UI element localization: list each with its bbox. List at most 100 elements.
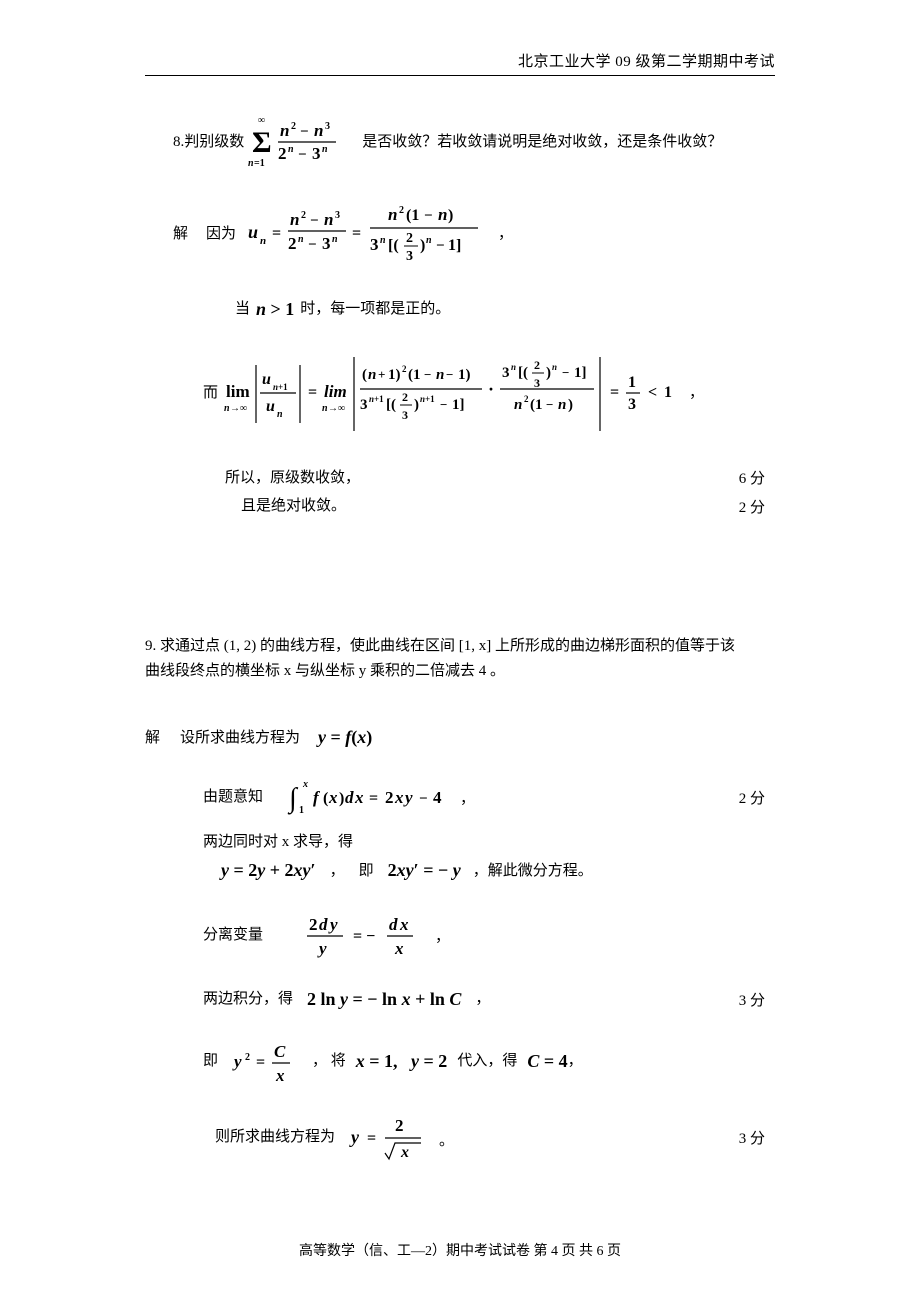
svg-text:−: − — [424, 367, 431, 382]
svg-text:2: 2 — [399, 205, 404, 216]
p8-and: 而 — [203, 382, 218, 405]
svg-text:−: − — [298, 147, 307, 163]
p8-conv1: 所以，原级数收敛， — [225, 467, 360, 490]
p9-score1: 2 分 — [739, 787, 775, 808]
p8-when-suffix: 时，每一项都是正的。 — [300, 298, 450, 321]
svg-text:n: n — [558, 397, 566, 413]
svg-text:n: n — [514, 397, 522, 413]
p9-sub-e2: x = 1, y = 2 — [356, 1051, 448, 1072]
svg-text:=: = — [272, 225, 281, 242]
svg-text:u: u — [262, 371, 271, 388]
svg-text:1): 1) — [388, 367, 401, 383]
p9-num: 9. — [145, 638, 156, 654]
exam-page: 北京工业大学 09 级第二学期期中考试 8. 判别级数 Σ ∞ n =1 n 2… — [0, 0, 920, 1302]
svg-text:→∞: →∞ — [328, 403, 345, 414]
p9-ji2: 即 — [203, 1050, 218, 1073]
p9-score2: 3 分 — [739, 989, 775, 1010]
p8-because: 因为 — [206, 223, 236, 246]
svg-text:(1: (1 — [408, 367, 421, 383]
svg-text:x: x — [354, 788, 364, 807]
svg-text:3: 3 — [325, 121, 330, 132]
p9-integral: ∫ x 1 f (x) dx = 2xy − 4 ， — [285, 777, 515, 817]
svg-text:2: 2 — [278, 144, 287, 163]
svg-text:，: ， — [689, 385, 704, 401]
svg-text:=: = — [352, 225, 361, 242]
p9-diff-e1: y = 2y + 2xy′ — [221, 860, 316, 881]
p8-conclusion1: 所以，原级数收敛， 6 分 — [145, 467, 775, 490]
page-footer: 高等数学（信、工—2）期中考试试卷 第 4 页 共 6 页 — [0, 1240, 920, 1260]
p8-conclusion2: 且是绝对收敛。 2 分 — [145, 495, 775, 518]
p9-given: 由题意知 ∫ x 1 f (x) dx = 2xy − 4 ， 2 分 — [145, 777, 775, 817]
svg-text:2: 2 — [385, 788, 394, 807]
svg-text:n: n — [298, 234, 304, 245]
p8-conv2: 且是绝对收敛。 — [241, 495, 346, 518]
p8-ratio-expr: lim n→∞ un+1 un = lim n→∞ (n +1) 2 (1− n… — [224, 349, 775, 439]
svg-text:x: x — [394, 788, 404, 807]
svg-text:y: y — [328, 915, 338, 934]
svg-text:→∞: →∞ — [230, 403, 247, 414]
svg-text:y: y — [403, 788, 413, 807]
svg-text:n: n — [552, 362, 557, 372]
svg-text:−: − — [436, 238, 445, 254]
svg-text:2: 2 — [402, 364, 407, 374]
p9-assume: 解 设所求曲线方程为 y = f(x) — [145, 727, 775, 750]
svg-text:=: = — [367, 1130, 376, 1147]
p9-diff-label: 两边同时对 x 求导，得 — [145, 831, 775, 854]
svg-text:d: d — [389, 915, 398, 934]
svg-text:∫: ∫ — [287, 783, 299, 815]
p9-diff-expr: y = 2y + 2xy′ ， 即 2xy′ = − y ，解此微分方程。 — [145, 860, 775, 883]
svg-text:−: − — [419, 791, 428, 807]
svg-text:(: ( — [362, 367, 367, 383]
p8-score2: 2 分 — [739, 496, 775, 517]
p8-when-expr: n > 1 — [256, 299, 294, 320]
svg-text:+: + — [378, 367, 385, 382]
svg-text:3: 3 — [322, 234, 331, 253]
svg-text:n: n — [438, 205, 447, 224]
svg-text:): ) — [339, 790, 344, 807]
svg-text:2: 2 — [245, 1052, 250, 1063]
p9-final-label: 则所求曲线方程为 — [215, 1126, 335, 1149]
p9-ji1: 即 — [359, 860, 374, 883]
svg-text:1): 1) — [458, 367, 471, 383]
p8-question: 8. 判别级数 Σ ∞ n =1 n 2 − n 3 2 n − 3 n 是否收… — [145, 114, 775, 170]
svg-text:3: 3 — [628, 396, 636, 413]
p8-q-before: 判别级数 — [184, 131, 244, 154]
p9-given-label: 由题意知 — [203, 786, 263, 809]
svg-text:n: n — [324, 210, 333, 229]
svg-text:(1: (1 — [406, 207, 419, 224]
svg-text:1]: 1] — [574, 365, 587, 381]
svg-text:d: d — [345, 788, 354, 807]
p9-sub-t1: ， 将 — [312, 1050, 346, 1073]
svg-text:2: 2 — [309, 915, 318, 934]
svg-text:): ) — [568, 397, 573, 413]
svg-text:2: 2 — [395, 1116, 404, 1135]
p9-diff-txt: 两边同时对 x 求导，得 — [203, 831, 353, 854]
svg-text:= −: = − — [353, 928, 375, 945]
svg-text:d: d — [319, 915, 328, 934]
p9-q2: 曲线段终点的横坐标 x 与纵坐标 y 乘积的二倍减去 4 。 — [145, 663, 505, 679]
svg-text:4: 4 — [433, 788, 442, 807]
svg-text:∞: ∞ — [258, 115, 265, 126]
svg-text:2: 2 — [288, 234, 297, 253]
svg-text:2: 2 — [301, 210, 306, 221]
svg-text:−: − — [546, 397, 553, 412]
svg-text:−: − — [300, 124, 309, 140]
svg-text:1: 1 — [628, 374, 636, 391]
svg-text:[(: [( — [388, 237, 399, 254]
p9-sub-e3: C = 4 — [527, 1051, 567, 1072]
p9-sep-expr: 2dy y = − dx x ， — [303, 910, 483, 960]
svg-text:2: 2 — [524, 394, 529, 404]
svg-text:，: ， — [460, 791, 475, 807]
svg-text:y: y — [317, 939, 327, 958]
svg-text:y: y — [232, 1052, 242, 1071]
svg-text:+1: +1 — [425, 394, 435, 404]
p8-sol-line1: 解 因为 u n = n2 − n3 2n − 3n = n2 (1 − n )… — [145, 198, 775, 270]
p9-sol-label: 解 — [145, 727, 160, 750]
svg-text:2: 2 — [402, 390, 408, 404]
svg-text:=1: =1 — [254, 158, 265, 169]
svg-text:2: 2 — [406, 231, 413, 246]
svg-text:x: x — [328, 788, 338, 807]
page-header: 北京工业大学 09 级第二学期期中考试 — [145, 50, 775, 76]
p9-assume-expr: y = f(x) — [318, 727, 372, 748]
svg-text:2: 2 — [291, 121, 296, 132]
